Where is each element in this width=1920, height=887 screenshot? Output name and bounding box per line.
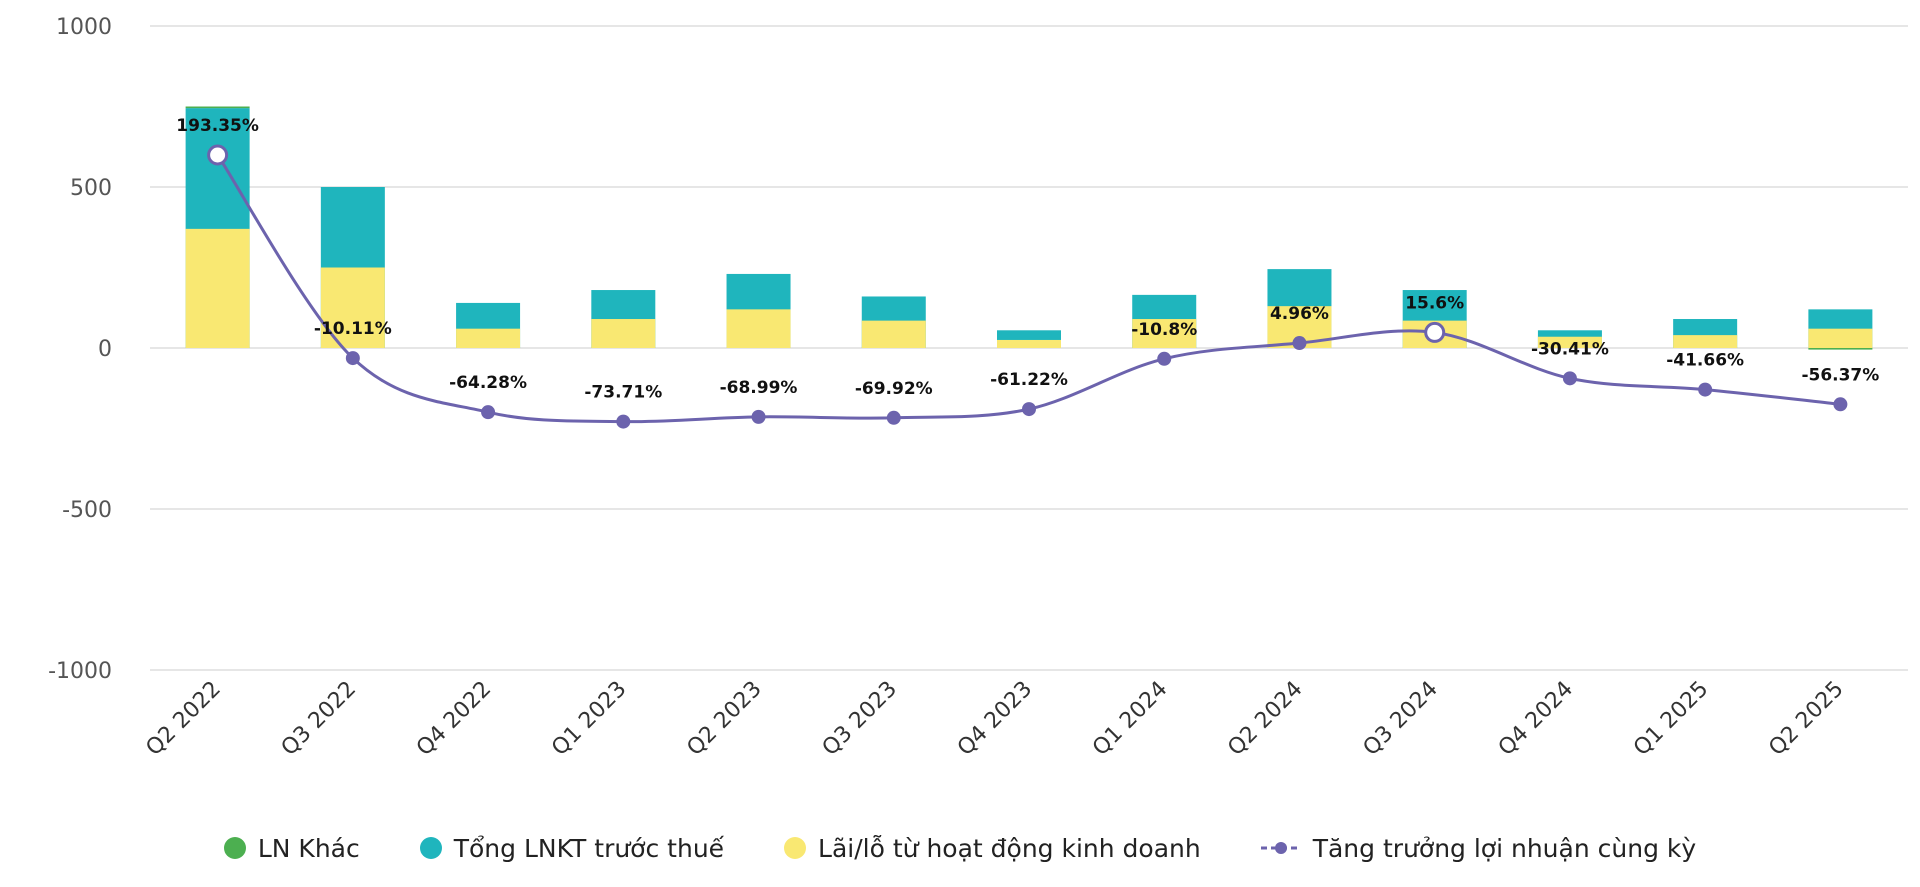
legend-label-tang-truong: Tăng trưởng lợi nhuận cùng kỳ bbox=[1312, 833, 1697, 863]
bar-lai-lo bbox=[1132, 319, 1197, 348]
legend-swatch-tang-truong bbox=[1260, 837, 1301, 859]
bar-lai-lo bbox=[861, 320, 926, 348]
growth-point bbox=[1562, 371, 1577, 386]
growth-data-label: -68.99% bbox=[720, 378, 798, 398]
y-tick-label: -1000 bbox=[48, 659, 112, 684]
legend-label-ln-khac: LN Khác bbox=[257, 833, 360, 863]
legend-item-lai-lo[interactable]: Lãi/lỗ từ hoạt động kinh doanh bbox=[784, 834, 1201, 863]
y-tick-label: 1000 bbox=[56, 15, 112, 40]
legend: LN Khác Tổng LNKT trước thuế Lãi/lỗ từ h… bbox=[0, 826, 1920, 870]
growth-point bbox=[1424, 321, 1446, 343]
legend-item-tang-truong[interactable]: Tăng trưởng lợi nhuận cùng kỳ bbox=[1260, 833, 1697, 863]
x-tick-label: Q3 2022 bbox=[277, 677, 361, 761]
legend-swatch-tong-lnkt bbox=[419, 837, 442, 859]
growth-data-label: -73.71% bbox=[584, 383, 662, 403]
growth-point bbox=[1292, 336, 1307, 351]
growth-data-label: -56.37% bbox=[1801, 365, 1879, 385]
legend-swatch-ln-khac bbox=[223, 837, 246, 859]
legend-item-ln-khac[interactable]: LN Khác bbox=[223, 833, 360, 863]
growth-data-label: 193.35% bbox=[176, 116, 259, 136]
growth-point bbox=[1157, 351, 1172, 366]
x-tick-label: Q2 2023 bbox=[682, 677, 766, 761]
growth-data-label: -10.8% bbox=[1131, 320, 1197, 340]
growth-point bbox=[345, 351, 360, 366]
growth-data-label: -64.28% bbox=[449, 373, 527, 393]
bar-lai-lo bbox=[456, 328, 521, 348]
y-tick-label: 500 bbox=[70, 176, 112, 201]
x-tick-label: Q2 2025 bbox=[1764, 677, 1848, 761]
x-tick-label: Q4 2024 bbox=[1494, 677, 1578, 761]
growth-point bbox=[1698, 382, 1713, 397]
bar-lai-lo bbox=[1808, 328, 1873, 348]
legend-item-tong-lnkt[interactable]: Tổng LNKT trước thuế bbox=[419, 833, 725, 863]
legend-swatch-lai-lo bbox=[784, 837, 807, 859]
growth-point bbox=[1833, 397, 1848, 412]
x-tick-label: Q2 2022 bbox=[142, 677, 226, 761]
x-tick-label: Q3 2024 bbox=[1359, 677, 1443, 761]
growth-data-label: -10.11% bbox=[314, 319, 392, 339]
growth-data-label: -69.92% bbox=[855, 379, 933, 399]
x-tick-label: Q4 2022 bbox=[412, 677, 496, 761]
bar-lai-lo bbox=[591, 319, 656, 348]
x-tick-label: Q3 2023 bbox=[818, 677, 902, 761]
growth-point bbox=[481, 405, 496, 420]
x-tick-label: Q2 2024 bbox=[1223, 677, 1307, 761]
growth-data-label: 4.96% bbox=[1270, 304, 1329, 324]
x-tick-label: Q4 2023 bbox=[953, 677, 1037, 761]
legend-label-tong-lnkt: Tổng LNKT trước thuế bbox=[453, 833, 725, 863]
growth-data-label: -41.66% bbox=[1666, 351, 1744, 371]
growth-data-label: -30.41% bbox=[1531, 339, 1609, 359]
x-tick-label: Q1 2025 bbox=[1629, 677, 1713, 761]
bar-lai-lo bbox=[1537, 336, 1602, 348]
bar-ln-khac bbox=[185, 106, 250, 109]
bar-ln-khac bbox=[1808, 348, 1873, 350]
y-tick-label: -500 bbox=[62, 498, 112, 523]
bar-lai-lo bbox=[1673, 335, 1738, 348]
x-tick-label: Q1 2023 bbox=[547, 677, 631, 761]
bar-lai-lo bbox=[185, 228, 250, 348]
growth-point bbox=[751, 409, 766, 424]
growth-point bbox=[616, 414, 631, 429]
y-tick-label: 0 bbox=[98, 337, 112, 362]
growth-point bbox=[1022, 402, 1036, 417]
growth-data-label: 15.6% bbox=[1405, 293, 1464, 313]
growth-point bbox=[207, 144, 229, 166]
bar-lai-lo bbox=[997, 339, 1061, 348]
x-tick-label: Q1 2024 bbox=[1088, 677, 1172, 761]
legend-label-lai-lo: Lãi/lỗ từ hoạt động kinh doanh bbox=[818, 833, 1201, 863]
growth-data-label: -61.22% bbox=[990, 370, 1068, 390]
chart-svg: 1000 500 0 -500 -1000 193.35% -10.11% -64.28% -7… bbox=[48, 15, 1908, 761]
bar-lai-lo bbox=[726, 309, 791, 348]
growth-point bbox=[886, 410, 901, 425]
